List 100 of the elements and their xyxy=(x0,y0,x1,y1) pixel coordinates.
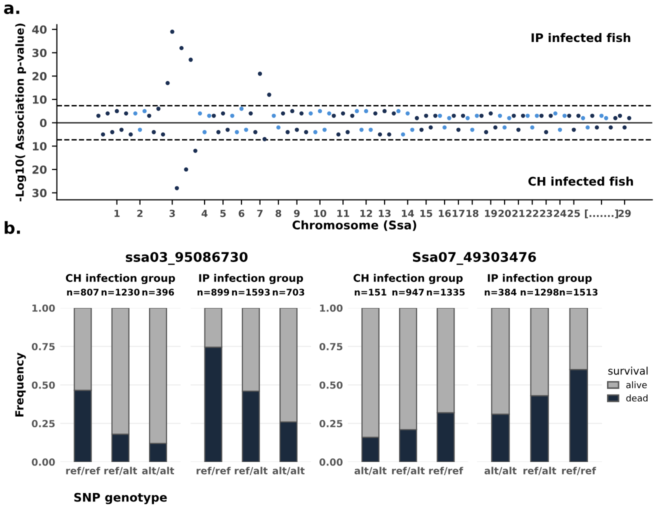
chart-title: ssa03_95086730 xyxy=(126,252,248,265)
point xyxy=(442,125,447,130)
point xyxy=(368,128,373,132)
point xyxy=(322,128,327,132)
point xyxy=(502,125,507,130)
x-tick-label: 18 xyxy=(466,210,478,218)
point xyxy=(234,130,239,134)
y-tick-label: 1.00 xyxy=(32,304,55,312)
point xyxy=(327,111,332,116)
point xyxy=(359,128,364,132)
x-tick-label: 9 xyxy=(294,210,300,218)
x-tick-label: 11 xyxy=(337,210,350,217)
x-tick-label: 2 xyxy=(137,210,142,217)
annotation: n=807 xyxy=(67,288,98,296)
chart-title: Ssa07_49303476 xyxy=(412,252,536,265)
x-tick-label: 21 xyxy=(512,210,525,217)
point xyxy=(276,125,280,130)
point xyxy=(244,128,248,132)
y-tick-label: 0.50 xyxy=(319,381,343,389)
x-tick-label: ref/alt xyxy=(104,466,138,476)
point xyxy=(396,109,400,114)
x-tick-label: 5 xyxy=(220,210,226,218)
point xyxy=(308,111,313,116)
y-axis-title: Frequency xyxy=(15,352,26,416)
annotation: n=947 xyxy=(392,288,424,296)
annotation: n=1335 xyxy=(426,288,465,296)
y-tick-label: 30 xyxy=(32,48,47,58)
point xyxy=(558,128,562,132)
x-tick-label: ref/ref xyxy=(66,466,100,476)
y-tick-label: 0.75 xyxy=(319,342,342,350)
point xyxy=(354,109,359,114)
annotation: IP infected fish xyxy=(532,33,630,42)
point xyxy=(466,116,470,120)
y-tick-label: 0.25 xyxy=(32,420,55,428)
x-tick-label: 1 xyxy=(114,210,120,217)
x-tick-label: 14 xyxy=(402,210,414,217)
x-tick-label: 22 xyxy=(526,210,538,217)
point xyxy=(133,111,138,116)
point xyxy=(447,116,452,120)
x-tick-label: ref/alt xyxy=(392,466,425,476)
annotation: n=1593 xyxy=(232,288,270,296)
annotation: n=1298 xyxy=(520,288,559,296)
point xyxy=(313,130,318,134)
annotation: n=899 xyxy=(198,288,230,296)
y-tick-label: 20 xyxy=(32,72,47,80)
point xyxy=(438,114,442,118)
chart-subtitle: CH infection group xyxy=(66,274,176,284)
x-tick-label: alt/alt xyxy=(142,466,174,476)
x-tick-label: 15 xyxy=(420,210,432,218)
point xyxy=(534,114,539,118)
point xyxy=(526,114,530,118)
x-axis-title: Chromosome (Ssa) xyxy=(292,220,416,231)
point xyxy=(207,114,212,118)
x-tick-label: 17 xyxy=(452,210,464,217)
legend-label: dead xyxy=(626,394,648,402)
y-axis-title: -Log10( Association p-value) xyxy=(15,24,26,202)
annotation: n=703 xyxy=(272,288,304,296)
annotation: n=396 xyxy=(142,288,174,296)
y-tick-label: 0.75 xyxy=(32,342,55,350)
annotation: n=384 xyxy=(484,288,516,296)
point xyxy=(530,125,534,130)
legend-label: alive xyxy=(626,381,647,388)
point xyxy=(498,114,502,118)
x-tick-label: ref/ref xyxy=(562,466,596,476)
x-tick-label: ref/ref xyxy=(196,466,231,476)
point xyxy=(400,132,406,137)
point xyxy=(138,128,142,132)
chart-subtitle: IP infection group xyxy=(199,274,304,284)
y-tick-label: 0.00 xyxy=(32,458,55,466)
x-tick-label: 16 xyxy=(438,210,451,218)
x-tick-label: ref/alt xyxy=(234,466,268,476)
annotation: n=1230 xyxy=(102,288,140,296)
x-tick-label: 12 xyxy=(360,210,372,217)
point xyxy=(562,114,567,118)
x-tick-label: 10 xyxy=(314,210,326,218)
y-tick-label: 0.25 xyxy=(319,420,342,428)
x-tick-label: 24 xyxy=(554,210,566,217)
point xyxy=(202,130,207,134)
x-tick-label: 8 xyxy=(276,210,282,218)
x-tick-label: 4 xyxy=(202,210,208,217)
point xyxy=(604,116,608,120)
x-tick-label: alt/alt xyxy=(272,466,305,476)
x-axis-title: SNP genotype xyxy=(74,492,167,504)
x-tick-label: alt/alt xyxy=(484,466,517,476)
text: b. xyxy=(4,221,20,234)
x-tick-label: alt/alt xyxy=(354,466,387,476)
x-tick-label: 13 xyxy=(378,210,391,218)
x-tick-label: 23 xyxy=(540,210,552,218)
x-tick-label: ref/alt xyxy=(524,466,556,476)
y-tick-label: 1.00 xyxy=(320,304,343,312)
annotation: CH infected fish xyxy=(528,176,633,186)
point xyxy=(406,111,410,116)
point xyxy=(198,111,202,116)
y-tick-label: 10 xyxy=(32,142,47,150)
x-tick-label: 7 xyxy=(257,210,263,217)
point xyxy=(142,109,147,114)
point xyxy=(410,128,414,132)
point xyxy=(580,116,586,120)
chart-subtitle: IP infection group xyxy=(488,274,592,284)
legend-title: survival xyxy=(608,366,648,375)
